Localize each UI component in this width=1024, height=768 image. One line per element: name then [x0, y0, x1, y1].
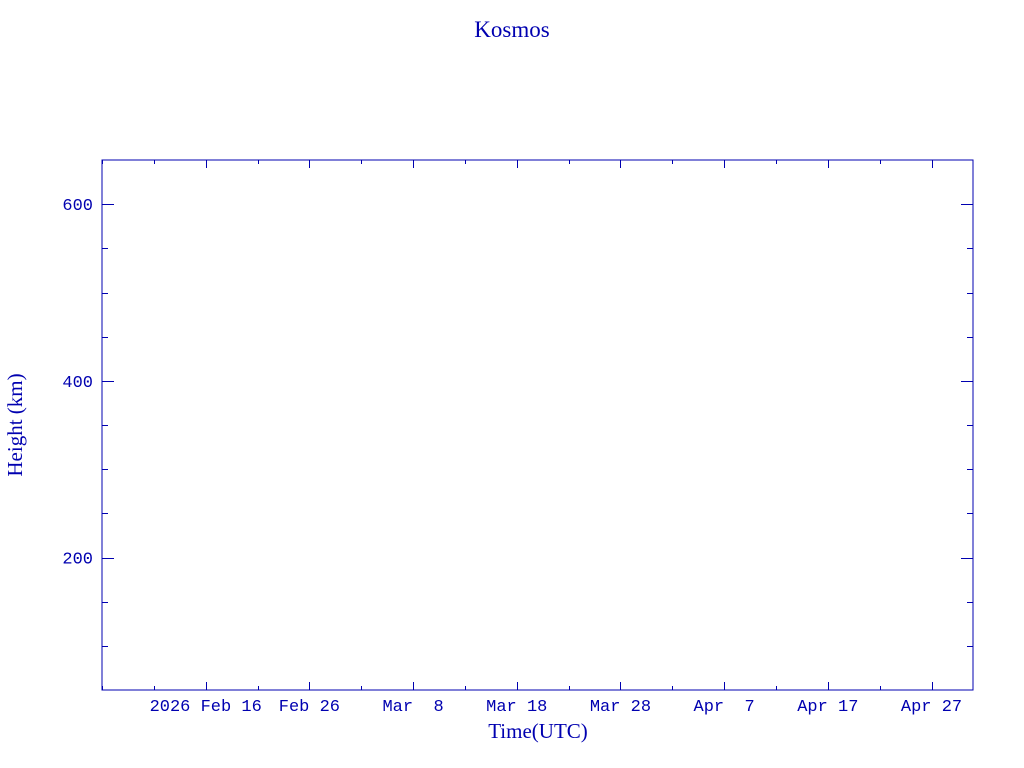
y-tick-label: 400 [62, 374, 93, 393]
axis-ticks [102, 160, 973, 690]
tick-labels: 2026 Feb 16 Feb 26 Mar 8 Mar 18 Mar 28 Apr 7 A… [62, 197, 962, 717]
x-tick-label: Mar 28 [590, 698, 651, 717]
y-tick-label: 600 [62, 197, 93, 216]
x-tick-label: Apr 7 [694, 698, 755, 717]
x-tick-label: 2026 Feb 16 [150, 698, 262, 717]
x-axis-label: Time(UTC) [488, 719, 588, 743]
x-tick-label: Apr 17 [797, 698, 858, 717]
x-tick-label: Mar 8 [382, 698, 443, 717]
x-tick-label: Apr 27 [901, 698, 962, 717]
y-tick-label: 200 [62, 551, 93, 570]
x-tick-label: Mar 18 [486, 698, 547, 717]
plot-frame [101, 159, 974, 691]
chart-title: Kosmos [474, 17, 549, 42]
y-axis-label: Height (km) [3, 373, 27, 476]
x-tick-label: Feb 26 [279, 698, 340, 717]
